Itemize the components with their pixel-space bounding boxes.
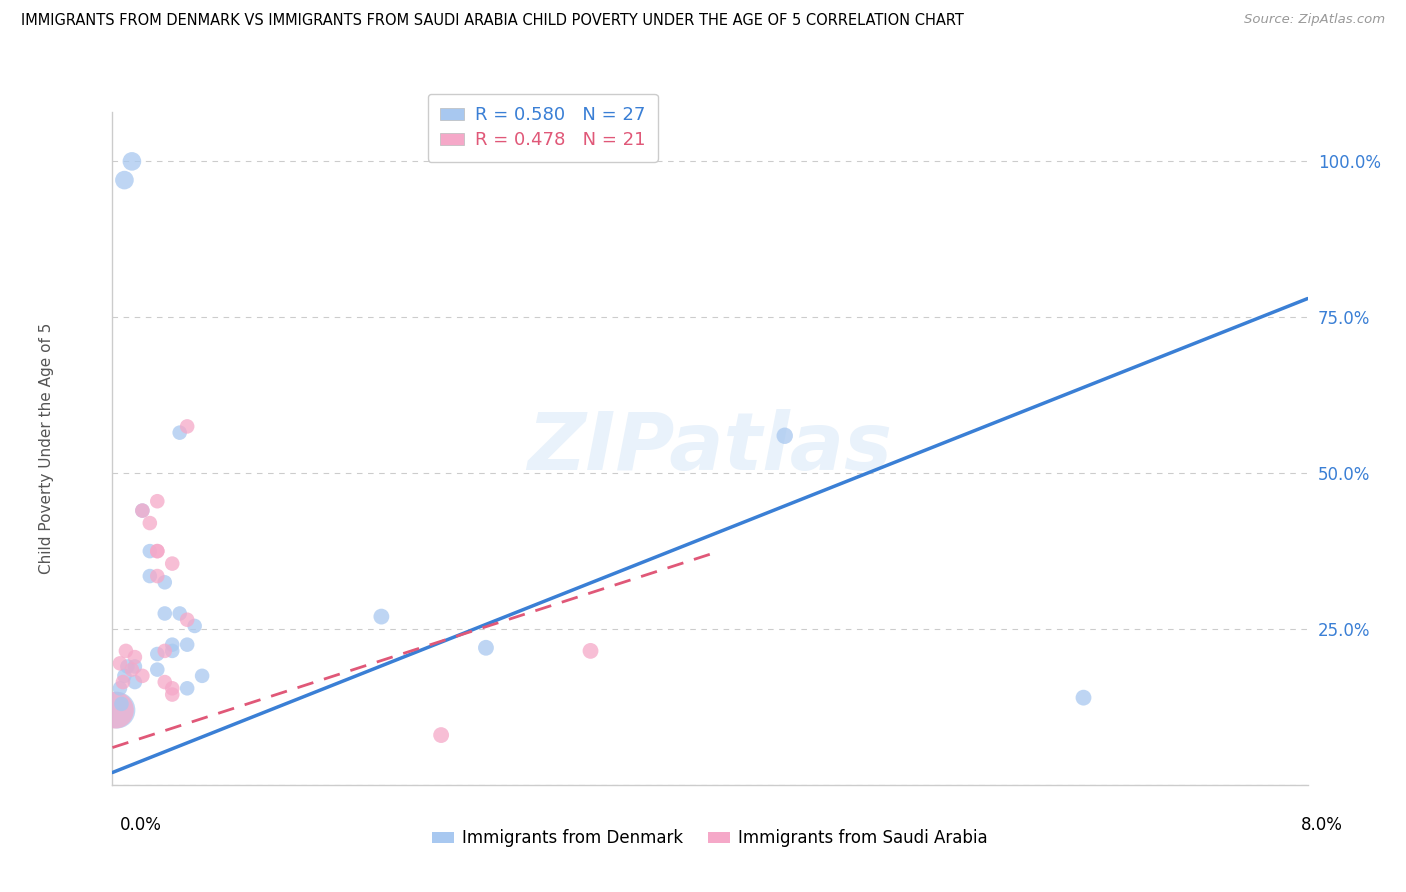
Point (121, 663, 143, 677)
Point (430, 728, 453, 742)
Point (105, 703, 128, 717)
Point (117, 659, 139, 673)
Point (176, 613, 198, 627)
Point (131, 503, 153, 517)
Point (191, 669, 214, 683)
Point (169, 607, 191, 621)
Point (139, 516, 162, 530)
Point (162, 681, 183, 696)
Text: IMMIGRANTS FROM DENMARK VS IMMIGRANTS FROM SAUDI ARABIA CHILD POVERTY UNDER THE : IMMIGRANTS FROM DENMARK VS IMMIGRANTS FR… (21, 13, 965, 29)
Point (153, 575, 176, 590)
Point (139, 569, 162, 583)
Point (1073, 690, 1095, 705)
Point (146, 663, 169, 677)
Point (139, 544, 162, 558)
Point (124, 675, 146, 690)
Text: 0.0%: 0.0% (120, 816, 162, 834)
Text: ZIPatlas: ZIPatlas (527, 409, 893, 487)
Point (146, 569, 169, 583)
Point (176, 681, 198, 696)
Point (115, 644, 138, 658)
Point (131, 503, 153, 517)
Text: 8.0%: 8.0% (1301, 816, 1343, 834)
Point (110, 697, 132, 711)
Text: Source: ZipAtlas.com: Source: ZipAtlas.com (1244, 13, 1385, 27)
Point (176, 638, 198, 652)
Text: Child Poverty Under the Age of 5: Child Poverty Under the Age of 5 (39, 323, 55, 574)
Point (114, 173, 135, 187)
Point (176, 419, 198, 434)
Point (370, 609, 392, 624)
Point (146, 544, 169, 558)
Point (162, 688, 183, 702)
Point (111, 675, 134, 690)
Point (162, 638, 183, 652)
Point (183, 619, 205, 633)
Point (579, 644, 602, 658)
Point (153, 607, 176, 621)
Point (169, 425, 191, 440)
Point (108, 681, 131, 696)
Legend: Immigrants from Denmark, Immigrants from Saudi Arabia: Immigrants from Denmark, Immigrants from… (426, 822, 994, 854)
Point (475, 640, 498, 655)
Point (162, 644, 183, 658)
Point (146, 494, 169, 508)
Point (104, 703, 127, 717)
Point (124, 650, 146, 665)
Point (773, 429, 796, 443)
Point (121, 154, 143, 169)
Point (153, 675, 176, 690)
Point (114, 669, 135, 683)
Point (146, 647, 169, 661)
Point (131, 669, 153, 683)
Point (153, 644, 176, 658)
Point (146, 544, 169, 558)
Point (108, 657, 131, 671)
Point (162, 557, 183, 571)
Point (124, 659, 146, 673)
